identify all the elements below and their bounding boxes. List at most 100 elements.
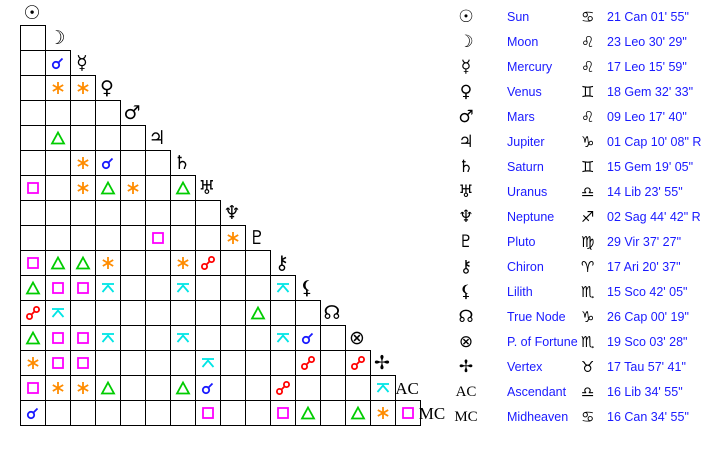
aspect-cell[interactable] [120,175,146,201]
aspect-cell[interactable] [20,325,46,351]
aspect-cell[interactable] [145,375,171,401]
aspect-cell[interactable] [345,375,371,401]
aspect-cell[interactable] [20,75,46,101]
aspect-cell[interactable] [45,250,71,276]
aspect-cell[interactable] [20,150,46,176]
aspect-cell[interactable] [145,225,171,251]
aspect-cell[interactable] [70,400,96,426]
aspect-cell[interactable] [120,300,146,326]
aspect-cell[interactable] [95,350,121,376]
aspect-cell[interactable] [45,225,71,251]
aspect-cell[interactable] [120,400,146,426]
aspect-cell[interactable] [45,400,71,426]
aspect-cell[interactable] [20,200,46,226]
aspect-cell[interactable] [195,200,221,226]
aspect-cell[interactable] [195,400,221,426]
aspect-cell[interactable] [145,175,171,201]
aspect-cell[interactable] [20,350,46,376]
aspect-cell[interactable] [95,100,121,126]
aspect-cell[interactable] [45,150,71,176]
aspect-cell[interactable] [370,400,396,426]
aspect-cell[interactable] [270,275,296,301]
aspect-cell[interactable] [170,200,196,226]
aspect-cell[interactable] [270,325,296,351]
aspect-cell[interactable] [170,275,196,301]
aspect-cell[interactable] [220,325,246,351]
aspect-cell[interactable] [295,325,321,351]
aspect-cell[interactable] [70,150,96,176]
aspect-cell[interactable] [270,400,296,426]
aspect-cell[interactable] [295,300,321,326]
aspect-cell[interactable] [70,250,96,276]
aspect-cell[interactable] [45,175,71,201]
aspect-cell[interactable] [195,250,221,276]
aspect-cell[interactable] [245,275,271,301]
aspect-cell[interactable] [45,50,71,76]
aspect-cell[interactable] [195,275,221,301]
aspect-cell[interactable] [95,400,121,426]
aspect-cell[interactable] [95,150,121,176]
aspect-cell[interactable] [245,325,271,351]
aspect-cell[interactable] [145,150,171,176]
aspect-cell[interactable] [120,325,146,351]
aspect-cell[interactable] [145,275,171,301]
aspect-cell[interactable] [145,200,171,226]
aspect-cell[interactable] [120,225,146,251]
aspect-cell[interactable] [120,275,146,301]
aspect-cell[interactable] [20,400,46,426]
aspect-cell[interactable] [345,400,371,426]
aspect-cell[interactable] [295,400,321,426]
aspect-cell[interactable] [245,375,271,401]
aspect-cell[interactable] [95,325,121,351]
aspect-cell[interactable] [220,275,246,301]
aspect-cell[interactable] [70,350,96,376]
aspect-cell[interactable] [220,250,246,276]
aspect-cell[interactable] [45,100,71,126]
aspect-cell[interactable] [270,300,296,326]
aspect-cell[interactable] [70,300,96,326]
aspect-cell[interactable] [370,375,396,401]
aspect-cell[interactable] [20,125,46,151]
aspect-cell[interactable] [70,200,96,226]
aspect-cell[interactable] [20,375,46,401]
aspect-cell[interactable] [195,350,221,376]
aspect-cell[interactable] [320,325,346,351]
aspect-cell[interactable] [120,125,146,151]
aspect-cell[interactable] [70,75,96,101]
aspect-cell[interactable] [20,275,46,301]
aspect-cell[interactable] [20,300,46,326]
aspect-cell[interactable] [220,400,246,426]
aspect-cell[interactable] [320,350,346,376]
aspect-cell[interactable] [45,300,71,326]
aspect-cell[interactable] [220,375,246,401]
aspect-cell[interactable] [195,325,221,351]
aspect-cell[interactable] [95,375,121,401]
aspect-cell[interactable] [120,250,146,276]
aspect-cell[interactable] [95,125,121,151]
aspect-cell[interactable] [45,275,71,301]
aspect-cell[interactable] [145,300,171,326]
aspect-cell[interactable] [295,350,321,376]
aspect-cell[interactable] [45,200,71,226]
aspect-cell[interactable] [20,225,46,251]
aspect-cell[interactable] [220,350,246,376]
aspect-cell[interactable] [120,350,146,376]
aspect-cell[interactable] [245,400,271,426]
aspect-cell[interactable] [95,175,121,201]
aspect-cell[interactable] [20,175,46,201]
aspect-cell[interactable] [70,275,96,301]
aspect-cell[interactable] [20,250,46,276]
aspect-cell[interactable] [70,125,96,151]
aspect-cell[interactable] [120,150,146,176]
aspect-cell[interactable] [45,125,71,151]
aspect-cell[interactable] [270,375,296,401]
aspect-cell[interactable] [170,175,196,201]
aspect-cell[interactable] [195,300,221,326]
aspect-cell[interactable] [170,375,196,401]
aspect-cell[interactable] [95,250,121,276]
aspect-cell[interactable] [95,275,121,301]
aspect-cell[interactable] [70,175,96,201]
aspect-cell[interactable] [270,350,296,376]
aspect-cell[interactable] [45,350,71,376]
aspect-cell[interactable] [170,350,196,376]
